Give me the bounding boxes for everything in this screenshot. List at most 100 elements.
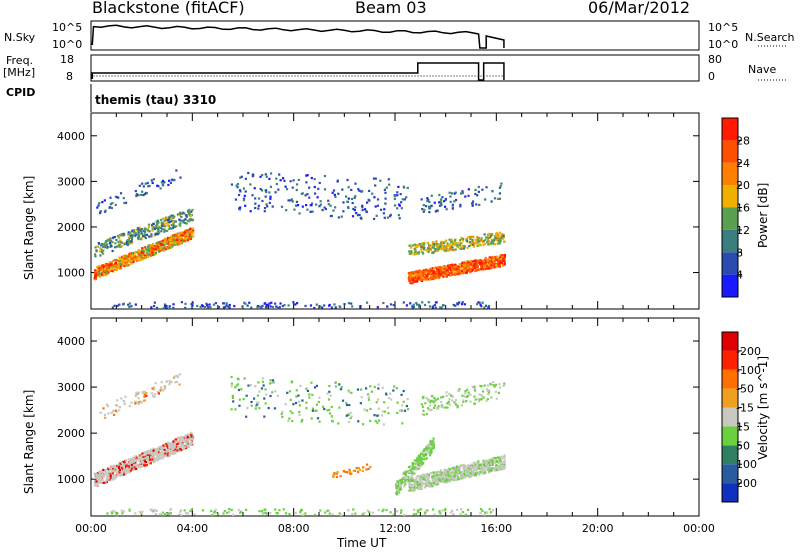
data-cell <box>414 480 417 483</box>
data-cell <box>175 238 179 241</box>
data-cell <box>111 306 114 309</box>
data-cell <box>493 468 497 471</box>
data-cell <box>151 229 154 232</box>
data-cell <box>178 513 181 516</box>
data-cell <box>142 399 146 402</box>
data-cell <box>501 467 504 471</box>
data-cell <box>345 414 348 417</box>
data-cell <box>282 177 285 180</box>
data-cell <box>117 464 120 467</box>
data-cell <box>162 306 165 310</box>
data-cell <box>93 277 97 281</box>
data-cell <box>166 238 169 241</box>
data-cell <box>166 224 170 227</box>
data-cell <box>473 263 476 266</box>
data-cell <box>308 196 311 199</box>
data-cell <box>481 301 484 304</box>
data-cell <box>152 449 155 452</box>
data-cell <box>398 217 401 220</box>
data-cell <box>444 197 447 201</box>
data-cell <box>116 469 119 472</box>
data-cell <box>269 379 272 382</box>
data-cell <box>257 401 260 405</box>
data-cell <box>452 303 455 307</box>
data-cell <box>449 268 452 271</box>
data-cell <box>177 438 180 441</box>
data-cell <box>454 403 458 406</box>
data-cell <box>418 465 421 468</box>
data-cell <box>483 233 486 236</box>
data-cell <box>370 390 374 393</box>
data-cell <box>134 467 138 470</box>
data-cell <box>449 266 452 269</box>
data-cell <box>251 194 254 197</box>
data-cell <box>239 190 242 193</box>
data-cell <box>262 384 265 387</box>
data-cell <box>244 204 247 207</box>
data-cell <box>500 455 503 458</box>
data-cell <box>111 467 114 470</box>
data-cell <box>444 406 447 409</box>
data-cell <box>428 206 432 209</box>
data-cell <box>387 397 391 400</box>
data-cell <box>172 306 175 310</box>
data-cell <box>287 199 290 202</box>
data-cell <box>496 258 499 262</box>
data-cell <box>241 305 244 308</box>
data-cell <box>415 275 418 278</box>
data-cell <box>128 469 131 472</box>
data-cell <box>261 199 264 203</box>
data-cell <box>128 461 131 465</box>
data-cell <box>408 244 411 247</box>
data-cell <box>460 264 463 267</box>
data-cell <box>113 304 116 307</box>
data-cell <box>348 468 351 471</box>
data-cell <box>243 301 246 304</box>
data-cell <box>169 507 172 511</box>
data-cell <box>275 182 279 186</box>
data-cell <box>403 409 407 412</box>
data-cell <box>122 260 125 264</box>
data-cell <box>498 383 501 386</box>
data-cell <box>95 274 98 277</box>
data-cell <box>347 509 350 512</box>
data-cell <box>286 391 289 394</box>
data-cell <box>172 303 175 306</box>
data-cell <box>490 467 493 470</box>
data-cell <box>190 508 194 511</box>
colorbar-tick-label: -100 <box>736 364 761 377</box>
data-cell <box>168 454 171 457</box>
data-cell <box>155 458 159 461</box>
data-cell <box>95 476 98 479</box>
data-cell <box>168 305 171 308</box>
data-cell <box>107 271 110 274</box>
data-cell <box>117 265 120 268</box>
data-cell <box>107 268 110 271</box>
data-cell <box>336 179 339 182</box>
station-title: Blackstone (fitACF) <box>92 0 245 17</box>
data-cell <box>449 200 452 203</box>
data-cell <box>159 456 163 459</box>
data-cell <box>295 183 299 186</box>
data-cell <box>187 440 190 443</box>
data-cell <box>170 217 174 220</box>
data-cell <box>188 228 192 231</box>
data-cell <box>234 386 237 389</box>
data-cell <box>467 473 470 476</box>
data-cell <box>461 271 464 274</box>
data-cell <box>471 268 474 271</box>
data-cell <box>453 401 456 404</box>
data-cell <box>269 185 273 188</box>
data-cell <box>163 452 167 455</box>
data-cell <box>98 250 102 253</box>
data-cell <box>174 452 177 455</box>
data-cell <box>440 202 443 205</box>
data-cell <box>301 399 304 402</box>
data-cell <box>133 462 136 465</box>
data-cell <box>187 235 190 238</box>
data-cell <box>93 476 97 480</box>
data-cell <box>172 216 175 219</box>
data-cell <box>381 410 384 413</box>
data-cell <box>453 200 456 203</box>
data-cell <box>421 251 424 254</box>
